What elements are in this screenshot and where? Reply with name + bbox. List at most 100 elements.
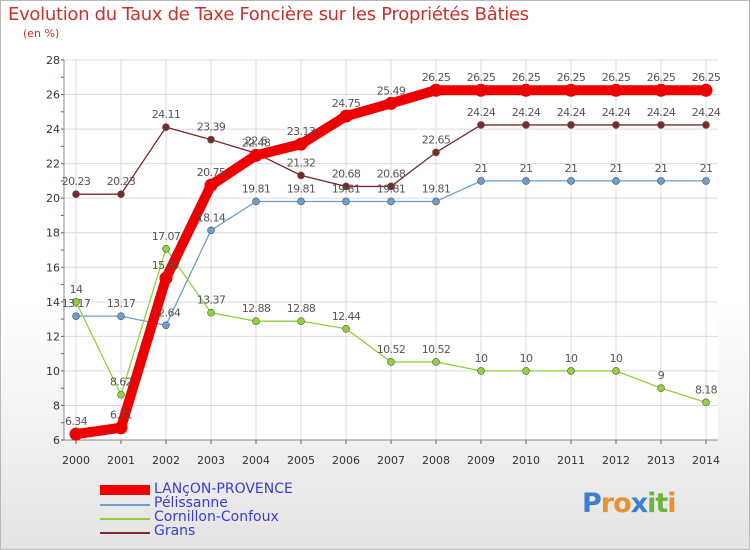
- x-tick-label: 2011: [557, 454, 585, 467]
- data-point: [204, 178, 218, 192]
- data-point: [522, 367, 530, 375]
- data-point: [567, 177, 575, 185]
- x-tick-label: 2013: [647, 454, 675, 467]
- data-point: [69, 427, 83, 441]
- data-point: [117, 390, 125, 399]
- data-point: [342, 324, 350, 333]
- y-tick-label: 6: [53, 434, 60, 447]
- data-label: 26.25: [512, 71, 541, 84]
- data-label: 6.71: [110, 409, 132, 422]
- data-label: 24.24: [557, 106, 586, 119]
- data-label: 24.24: [512, 106, 541, 119]
- data-label: 24.24: [602, 106, 631, 119]
- data-label: 25.49: [377, 84, 406, 97]
- data-point: [342, 197, 350, 206]
- data-label: 19.81: [332, 182, 361, 195]
- legend-label-grans: Grans: [154, 523, 196, 539]
- data-point: [72, 298, 80, 306]
- x-tick-label: 2009: [467, 454, 495, 467]
- data-point: [477, 121, 485, 129]
- data-point: [159, 271, 173, 285]
- data-label: 10.52: [422, 343, 451, 356]
- y-tick-label: 28: [46, 54, 60, 67]
- x-tick-label: 2007: [377, 454, 405, 467]
- x-tick-label: 2006: [332, 454, 360, 467]
- x-tick-label: 2005: [287, 454, 315, 467]
- data-label: 24.24: [467, 106, 496, 119]
- data-label: 26.25: [422, 71, 451, 84]
- data-point: [342, 182, 350, 191]
- logo-letter: i: [667, 488, 676, 519]
- data-point: [567, 121, 575, 129]
- data-label: 19.81: [287, 182, 316, 195]
- x-tick-label: 2002: [152, 454, 180, 467]
- data-label: 6.34: [65, 415, 88, 428]
- x-tick-label: 2004: [242, 454, 270, 467]
- data-label: 26.25: [692, 71, 721, 84]
- data-point: [657, 121, 665, 129]
- data-label: 15.37: [152, 259, 181, 272]
- y-tick-label: 24: [46, 123, 60, 136]
- data-point: [609, 83, 623, 97]
- data-point: [474, 83, 488, 97]
- data-point: [567, 367, 575, 375]
- data-label: 18.14: [197, 211, 226, 224]
- data-point: [387, 197, 395, 206]
- y-tick-label: 22: [46, 158, 60, 171]
- data-label: 19.81: [242, 182, 271, 195]
- data-label: 10: [565, 352, 578, 365]
- data-point: [429, 83, 443, 97]
- data-label: 13.17: [62, 297, 91, 310]
- data-point: [384, 96, 398, 110]
- data-label: 8.62: [110, 376, 132, 389]
- data-label: 24.24: [647, 106, 676, 119]
- data-point: [339, 109, 353, 123]
- x-tick-label: 2010: [512, 454, 540, 467]
- data-label: 20.23: [62, 175, 91, 188]
- data-label: 20.75: [197, 166, 226, 179]
- data-label: 22.48: [242, 136, 271, 149]
- data-point: [117, 312, 125, 320]
- logo-letter: x: [630, 488, 648, 519]
- chart-title: Evolution du Taux de Taxe Foncière sur l…: [8, 4, 529, 25]
- data-point: [564, 83, 578, 97]
- y-tick-label: 18: [46, 227, 60, 240]
- y-tick-label: 26: [46, 89, 60, 102]
- data-label: 24.75: [332, 97, 361, 110]
- data-point: [699, 83, 713, 97]
- data-label: 24.11: [152, 108, 181, 121]
- data-label: 26.25: [467, 71, 496, 84]
- data-point: [477, 177, 485, 185]
- x-tick-label: 2000: [62, 454, 90, 467]
- legend-label-lancon: LANçON-PROVENCE: [154, 481, 293, 497]
- data-point: [387, 182, 395, 191]
- data-label: 21: [700, 162, 713, 175]
- data-label: 12.88: [242, 302, 271, 315]
- data-point: [657, 177, 665, 185]
- x-tick-label: 2008: [422, 454, 450, 467]
- logo-letter: i: [647, 488, 656, 519]
- y-tick-label: 14: [46, 296, 60, 309]
- data-point: [612, 177, 620, 185]
- legend-label-cornillon: Cornillon-Confoux: [154, 509, 279, 525]
- data-label: 10: [610, 352, 623, 365]
- logo-letter: r: [600, 488, 614, 519]
- x-tick-label: 2003: [197, 454, 225, 467]
- data-label: 20.23: [107, 175, 136, 188]
- y-axis-unit: (en %): [23, 27, 60, 40]
- data-label: 19.81: [377, 182, 406, 195]
- data-label: 13.37: [197, 294, 226, 307]
- data-label: 21: [655, 162, 668, 175]
- data-point: [207, 135, 215, 144]
- data-point: [252, 317, 260, 325]
- data-label: 26.25: [602, 71, 631, 84]
- data-label: 17.07: [152, 230, 181, 243]
- data-label: 20.68: [377, 167, 406, 180]
- data-point: [522, 121, 530, 129]
- data-label: 12.88: [287, 302, 316, 315]
- data-point: [432, 148, 440, 157]
- data-label: 24.24: [692, 106, 721, 119]
- data-point: [117, 190, 125, 199]
- x-tick-label: 2001: [107, 454, 135, 467]
